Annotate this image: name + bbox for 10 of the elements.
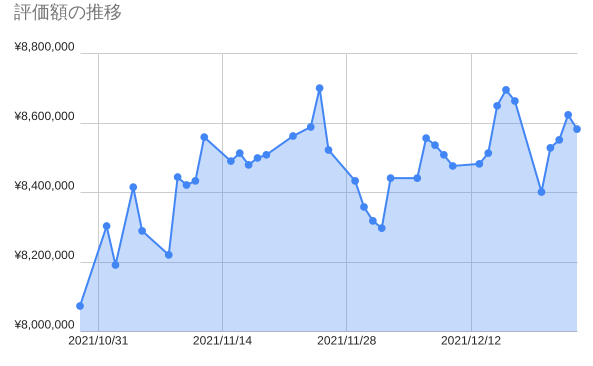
x-tick-label: 2021/10/31 [68, 334, 129, 348]
x-tick-label: 2021/11/28 [317, 334, 377, 348]
y-tick-label: ¥8,800,000 [13, 40, 75, 54]
y-tick-label: ¥8,200,000 [13, 248, 75, 262]
x-tick-label: 2021/12/12 [440, 334, 502, 348]
y-tick-label: ¥8,400,000 [13, 178, 75, 192]
chart-title: 評価額の推移 [14, 2, 122, 22]
y-tick-label: ¥8,600,000 [13, 109, 75, 123]
x-tick-label: 2021/11/14 [192, 334, 252, 348]
y-tick-label: ¥8,000,000 [13, 318, 75, 332]
